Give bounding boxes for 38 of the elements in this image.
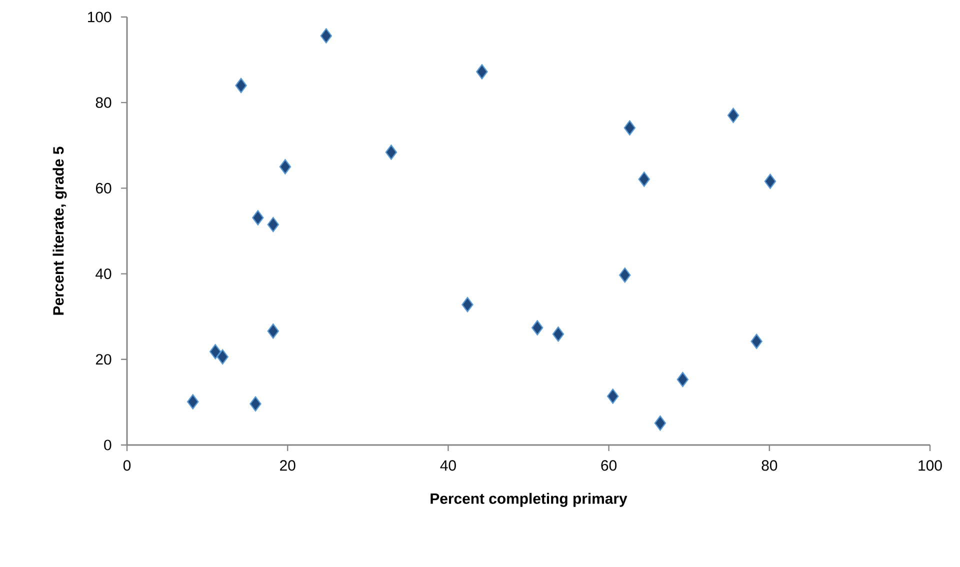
point: [385, 144, 398, 160]
point: [476, 64, 488, 80]
x-tick-label: 60: [601, 460, 617, 471]
y-tick-label: 100: [88, 12, 112, 22]
point: [320, 28, 332, 44]
point: [750, 334, 762, 350]
point: [654, 416, 666, 431]
x-axis-title: Percent completing primary: [430, 492, 628, 507]
point: [531, 320, 544, 336]
point: [267, 216, 280, 232]
point: [764, 174, 776, 189]
point: [216, 349, 228, 364]
point: [727, 108, 740, 124]
x-tick-label: 100: [918, 460, 942, 471]
point: [676, 372, 689, 388]
point: [209, 344, 222, 360]
point: [267, 324, 280, 339]
point: [250, 396, 262, 412]
point: [235, 78, 247, 94]
x-tick-label: 0: [123, 460, 131, 471]
y-axis-title: Percent literate, grade 5: [52, 146, 67, 315]
y-tick-label: 60: [96, 182, 112, 194]
point: [279, 159, 292, 174]
x-tick-label: 20: [280, 460, 296, 471]
y-tick-label: 80: [96, 97, 112, 108]
x-tick-label: 80: [762, 460, 778, 471]
point: [638, 172, 650, 187]
point: [552, 326, 564, 342]
x-tick-label: 40: [440, 460, 456, 471]
point: [187, 394, 199, 410]
point: [624, 120, 636, 136]
y-tick-label: 20: [96, 354, 112, 365]
point: [619, 267, 631, 283]
y-tick-label: 0: [104, 440, 112, 450]
point: [606, 388, 619, 404]
y-tick-label: 40: [96, 268, 112, 280]
point: [462, 297, 474, 312]
point: [252, 210, 264, 226]
